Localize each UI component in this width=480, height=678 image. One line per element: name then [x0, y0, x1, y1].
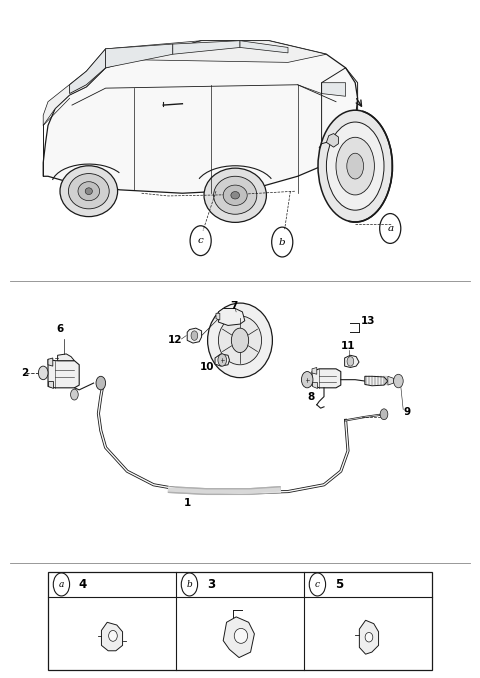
Polygon shape: [58, 354, 74, 361]
Text: c: c: [315, 580, 320, 589]
Polygon shape: [388, 376, 394, 385]
Text: 2: 2: [21, 368, 29, 378]
Text: b: b: [187, 580, 192, 589]
Circle shape: [218, 354, 227, 366]
Text: 9: 9: [404, 407, 410, 417]
Ellipse shape: [234, 629, 248, 643]
Ellipse shape: [326, 122, 384, 210]
Ellipse shape: [231, 192, 240, 199]
Ellipse shape: [204, 168, 266, 222]
Circle shape: [38, 366, 48, 380]
Polygon shape: [365, 376, 388, 386]
Circle shape: [191, 331, 198, 340]
Polygon shape: [223, 617, 254, 658]
Text: 10: 10: [200, 362, 215, 372]
Polygon shape: [48, 359, 79, 388]
FancyBboxPatch shape: [48, 572, 432, 670]
Text: 5: 5: [335, 578, 343, 591]
Ellipse shape: [347, 153, 364, 179]
Polygon shape: [173, 41, 240, 54]
Ellipse shape: [365, 633, 373, 642]
Polygon shape: [101, 622, 122, 651]
Text: 4: 4: [79, 578, 87, 591]
Ellipse shape: [223, 185, 247, 205]
Text: 7: 7: [230, 302, 238, 311]
Ellipse shape: [68, 174, 109, 209]
Polygon shape: [130, 41, 326, 62]
Text: 1: 1: [183, 498, 191, 508]
Ellipse shape: [214, 176, 257, 214]
Polygon shape: [312, 382, 317, 388]
Text: a: a: [59, 580, 64, 589]
Circle shape: [301, 372, 313, 388]
Circle shape: [71, 389, 78, 400]
Text: a: a: [387, 224, 393, 233]
Polygon shape: [312, 367, 317, 374]
Polygon shape: [322, 83, 346, 96]
Polygon shape: [215, 354, 229, 366]
Ellipse shape: [60, 166, 118, 217]
Ellipse shape: [207, 303, 272, 378]
Polygon shape: [187, 328, 202, 343]
Text: b: b: [279, 237, 286, 247]
Ellipse shape: [218, 316, 262, 365]
Polygon shape: [43, 49, 106, 125]
Circle shape: [96, 376, 106, 390]
Polygon shape: [345, 355, 359, 367]
Polygon shape: [106, 44, 173, 68]
Polygon shape: [216, 313, 220, 320]
Text: 11: 11: [341, 341, 355, 351]
Text: 3: 3: [207, 578, 215, 591]
Text: 8: 8: [307, 393, 315, 402]
Polygon shape: [43, 41, 358, 193]
Text: 6: 6: [56, 323, 64, 334]
Ellipse shape: [336, 137, 374, 195]
Ellipse shape: [78, 182, 100, 201]
Polygon shape: [360, 620, 379, 654]
Polygon shape: [312, 369, 341, 388]
Text: 13: 13: [361, 316, 375, 325]
Ellipse shape: [108, 631, 117, 641]
Circle shape: [380, 409, 388, 420]
Circle shape: [394, 374, 403, 388]
Circle shape: [347, 357, 354, 366]
Circle shape: [231, 328, 249, 353]
Polygon shape: [48, 381, 53, 388]
Text: 12: 12: [168, 336, 182, 345]
Polygon shape: [326, 134, 338, 147]
Text: c: c: [198, 236, 204, 245]
Polygon shape: [48, 358, 53, 366]
Polygon shape: [106, 41, 202, 68]
Polygon shape: [218, 308, 245, 325]
Ellipse shape: [85, 188, 92, 195]
Polygon shape: [70, 49, 106, 94]
Polygon shape: [240, 41, 288, 53]
Ellipse shape: [318, 110, 392, 222]
